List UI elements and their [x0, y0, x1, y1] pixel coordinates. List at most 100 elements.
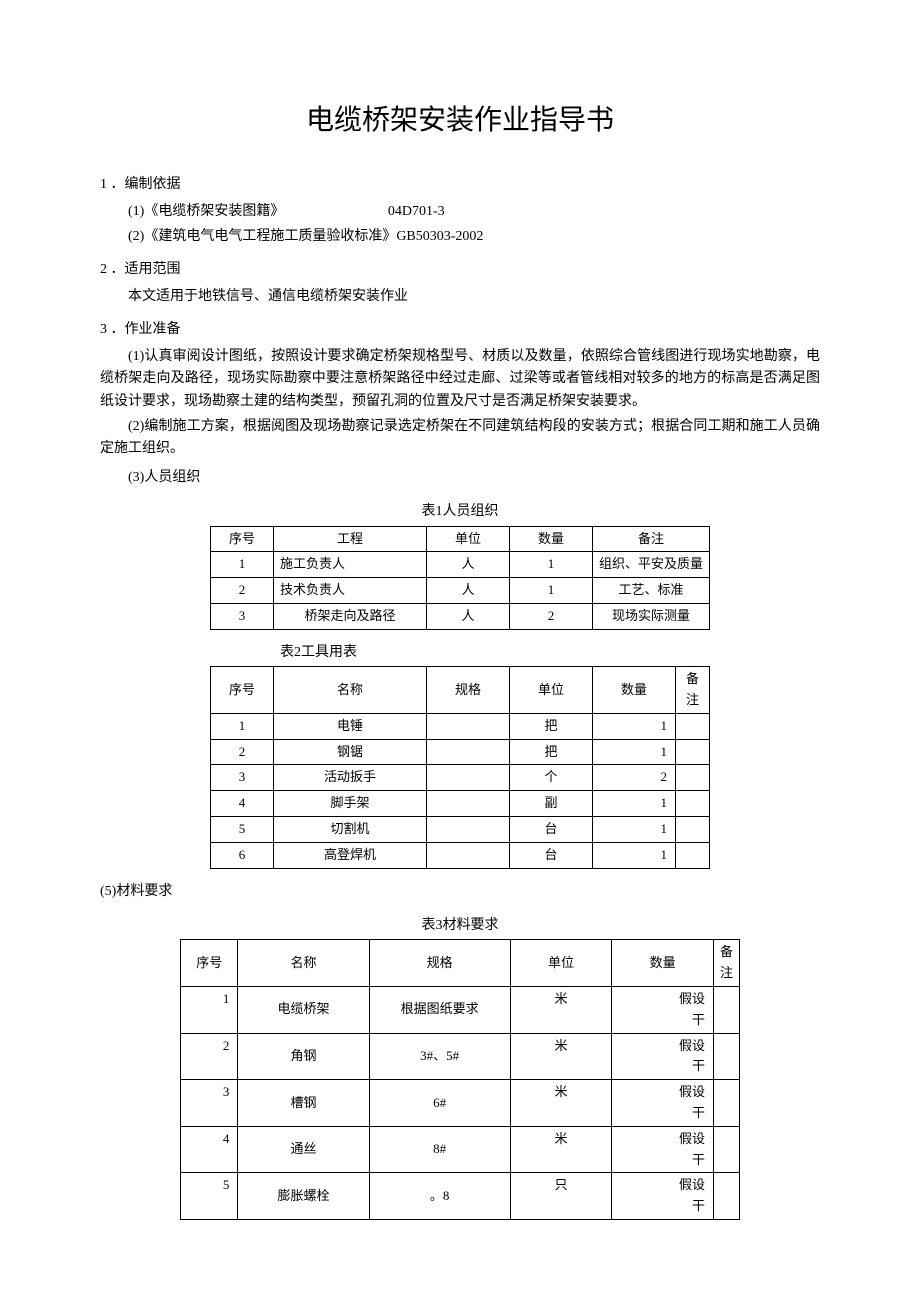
t2-h2: 规格 [427, 667, 510, 714]
table-row: 5膨胀螺栓。8只假设干 [181, 1173, 740, 1220]
table-cell: 2 [211, 739, 274, 765]
table-cell: 膨胀螺栓 [238, 1173, 369, 1220]
table-cell: 4 [211, 791, 274, 817]
table-cell: 假设干 [612, 986, 714, 1033]
table-3-header-row: 序号 名称 规格 单位 数量 备注 [181, 940, 740, 987]
table-cell: 台 [510, 842, 593, 868]
table-row: 1施工负责人人1组织、平安及质量 [211, 552, 710, 578]
table-cell: 切割机 [274, 816, 427, 842]
table-cell [427, 713, 510, 739]
table-cell: 1 [593, 739, 676, 765]
table-cell [713, 1033, 739, 1080]
table-cell: 2 [510, 604, 593, 630]
table-cell: 副 [510, 791, 593, 817]
ref-1: (1)《电缆桥架安装图籍》 04D701-3 [128, 201, 820, 223]
table-row: 2技术负责人人1工艺、标准 [211, 578, 710, 604]
table-cell: 米 [510, 1033, 612, 1080]
table-cell: 米 [510, 1080, 612, 1127]
t3-h0: 序号 [181, 940, 238, 987]
t3-h4: 数量 [612, 940, 714, 987]
t1-h2: 单位 [427, 526, 510, 552]
table-cell [427, 791, 510, 817]
table-cell: 6 [211, 842, 274, 868]
t1-h4: 备注 [593, 526, 710, 552]
table-cell: 1 [593, 713, 676, 739]
t1-h1: 工程 [274, 526, 427, 552]
document-title: 电缆桥架安装作业指导书 [100, 99, 820, 144]
table-cell: 高登焊机 [274, 842, 427, 868]
table-cell: 人 [427, 578, 510, 604]
table-cell: 3 [211, 765, 274, 791]
t2-h3: 单位 [510, 667, 593, 714]
table-cell: 2 [181, 1033, 238, 1080]
table-cell: 现场实际测量 [593, 604, 710, 630]
table-cell [427, 842, 510, 868]
table-cell: 根据图纸要求 [369, 986, 510, 1033]
table-cell [427, 765, 510, 791]
table-cell: 2 [593, 765, 676, 791]
table-row: 4脚手架 副1 [211, 791, 710, 817]
table-3: 序号 名称 规格 单位 数量 备注 1电缆桥架根据图纸要求米假设干2角钢3#、5… [180, 939, 740, 1220]
table-cell: 1 [593, 816, 676, 842]
table-cell [676, 842, 710, 868]
table-cell: 1 [510, 552, 593, 578]
table-row: 4通丝8#米假设干 [181, 1126, 740, 1173]
table-cell: 人 [427, 604, 510, 630]
table-cell [676, 713, 710, 739]
table-cell [713, 1173, 739, 1220]
t3-h5: 备注 [713, 940, 739, 987]
table-2: 序号 名称 规格 单位 数量 备注 1电锤把12钢锯把13活动扳手个24脚手架副… [210, 666, 710, 868]
t2-h5: 备注 [676, 667, 710, 714]
table-row: 3活动扳手个2 [211, 765, 710, 791]
t1-h0: 序号 [211, 526, 274, 552]
table-cell: 1 [510, 578, 593, 604]
table-row: 1电缆桥架根据图纸要求米假设干 [181, 986, 740, 1033]
table-cell: 假设干 [612, 1126, 714, 1173]
section-3-p2: (2)编制施工方案，根据阅图及现场勘察记录选定桥架在不同建筑结构段的安装方式；根… [100, 416, 820, 461]
table-cell: 1 [211, 713, 274, 739]
table-cell [713, 1126, 739, 1173]
section-1-heading: 1 ．编制依据 [100, 174, 820, 196]
table-cell: 6# [369, 1080, 510, 1127]
table-cell: 1 [593, 791, 676, 817]
table-row: 2钢锯把1 [211, 739, 710, 765]
table-cell [676, 739, 710, 765]
table-cell: 1 [211, 552, 274, 578]
ref-2-label: (2)《建筑电气电气工程施工质量验收标准》GB50303-2002 [128, 229, 483, 244]
table-cell: 钢锯 [274, 739, 427, 765]
table-cell: 组织、平安及质量 [593, 552, 710, 578]
table-cell: 只 [510, 1173, 612, 1220]
table-cell: 桥架走向及路径 [274, 604, 427, 630]
table-cell [676, 816, 710, 842]
section-3-p1: (1)认真审阅设计图纸，按照设计要求确定桥架规格型号、材质以及数量，依照综合管线… [100, 346, 820, 413]
table-cell: 假设干 [612, 1080, 714, 1127]
table-cell: 3#、5# [369, 1033, 510, 1080]
table-cell: 3 [181, 1080, 238, 1127]
table2-caption: 表2工具用表 [280, 642, 820, 664]
table-cell: 台 [510, 816, 593, 842]
table-cell [676, 791, 710, 817]
t3-h2: 规格 [369, 940, 510, 987]
table-row: 6高登焊机 台1 [211, 842, 710, 868]
t3-h1: 名称 [238, 940, 369, 987]
t2-h0: 序号 [211, 667, 274, 714]
table-cell: 5 [211, 816, 274, 842]
table-cell: 米 [510, 986, 612, 1033]
table-cell: 技术负责人 [274, 578, 427, 604]
table-cell: 活动扳手 [274, 765, 427, 791]
table-cell: 人 [427, 552, 510, 578]
table-cell: 假设干 [612, 1033, 714, 1080]
section-3-heading: 3 ．作业准备 [100, 319, 820, 341]
section-3-p5: (5)材料要求 [100, 881, 820, 903]
table-cell: 把 [510, 713, 593, 739]
table-cell [713, 986, 739, 1033]
table3-caption: 表3材料要求 [100, 915, 820, 937]
table-cell: 1 [593, 842, 676, 868]
section-3-p3: (3)人员组织 [100, 467, 820, 489]
section-2-body: 本文适用于地铁信号、通信电缆桥架安装作业 [100, 286, 820, 308]
table-2-header-row: 序号 名称 规格 单位 数量 备注 [211, 667, 710, 714]
table-cell: 电锤 [274, 713, 427, 739]
table-cell: 角钢 [238, 1033, 369, 1080]
table-cell: 工艺、标准 [593, 578, 710, 604]
table-cell: 脚手架 [274, 791, 427, 817]
